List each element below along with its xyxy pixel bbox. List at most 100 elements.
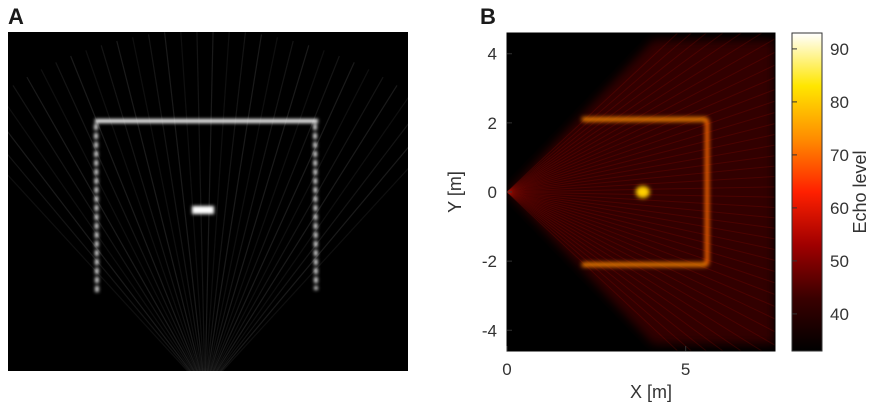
panel-b-ray — [507, 191, 763, 351]
panel-b-ray — [507, 100, 775, 193]
panel-a-ray — [116, 40, 206, 391]
panel-b-ray — [507, 133, 775, 193]
panel-a-ray — [204, 69, 370, 391]
panel-b-ray — [507, 191, 679, 351]
y-tick-label: 4 — [488, 45, 497, 64]
panel-a-ray — [204, 37, 278, 391]
panel-a-ray — [132, 37, 206, 391]
panel-a-ray — [204, 76, 384, 391]
panel-a-ray — [26, 76, 206, 391]
panel-a-ray — [204, 85, 398, 391]
colorbar: 90 80 70 60 50 40 Echo level — [791, 32, 870, 352]
panel-b-walls — [582, 117, 710, 267]
panel-a-letter: A — [8, 4, 24, 29]
panel-a-ray — [0, 165, 206, 391]
colorbar-gradient — [791, 32, 823, 352]
y-tick-label: 0 — [488, 183, 497, 202]
panel-a-right-wall — [313, 123, 318, 291]
panel-b-y-label: Y [m] — [445, 171, 465, 213]
panel-a-ray — [40, 69, 206, 391]
panel-a-ray — [204, 45, 310, 391]
panel-b-ray — [507, 186, 775, 193]
panel-a-ray — [0, 144, 206, 391]
panel-b-ray — [507, 191, 775, 308]
panel-b-ray — [507, 33, 743, 193]
y-tick-label: -2 — [482, 252, 497, 271]
panel-b-ray — [507, 88, 775, 193]
panel-b-ray — [507, 191, 743, 351]
panel-b-ray — [507, 191, 775, 320]
panel-b-letter: B — [480, 4, 496, 29]
panel-a-image — [0, 30, 449, 391]
panel-b-ray — [507, 191, 775, 219]
panel-a-ray — [85, 50, 206, 391]
x-tick-label: 0 — [502, 360, 511, 379]
panel-b-object — [635, 186, 650, 198]
panel-b-ray — [507, 144, 775, 193]
panel-a-ray — [100, 45, 206, 391]
panel-b-ray — [507, 191, 724, 351]
panel-b-ray — [507, 191, 693, 351]
colorbar-label: Echo level — [850, 150, 870, 233]
panel-b-ray — [507, 191, 775, 208]
panel-b-ray — [507, 191, 775, 251]
colorbar-tick-label: 70 — [830, 146, 849, 165]
panel-a-ray — [204, 40, 294, 391]
panel-b-ray — [507, 176, 775, 193]
panel-b-ray — [507, 191, 775, 240]
panel-a-background — [8, 32, 408, 371]
panel-a-ray — [204, 113, 437, 391]
panel-a-ray — [204, 124, 449, 391]
panel-a-left-wall — [94, 123, 99, 294]
panel-b-rays — [507, 33, 775, 351]
panel-b-ray — [507, 191, 708, 351]
panel-b-ray — [507, 33, 708, 193]
panel-a-object — [192, 206, 214, 214]
y-tick-label: -4 — [482, 321, 497, 340]
panel-a-ray — [55, 62, 206, 391]
panel-b-ray — [507, 111, 775, 193]
panel-a-walls — [94, 119, 318, 294]
panel-b-ray — [507, 33, 693, 193]
colorbar-tick-label: 60 — [830, 199, 849, 218]
panel-b-ray — [507, 191, 775, 261]
panel-b-y-ticks: 4 2 0 -2 -4 — [482, 45, 512, 340]
panel-b-ray — [507, 33, 679, 193]
panel-b-ray — [507, 191, 775, 296]
panel-a-ray — [204, 55, 340, 391]
colorbar-ticks: 90 80 70 60 50 40 — [792, 40, 849, 324]
panel-b-ray — [507, 155, 775, 193]
y-tick-label: 2 — [488, 114, 497, 133]
panel-b-ray — [507, 64, 775, 193]
panel-a-ray — [70, 55, 206, 391]
colorbar-tick-label: 50 — [830, 252, 849, 271]
panel-a-ray — [204, 34, 263, 391]
panel-b-ray — [507, 123, 775, 193]
panel-a-ray — [0, 94, 206, 391]
panel-a-ray — [204, 32, 247, 391]
panel-a-ray — [204, 30, 230, 391]
colorbar-tick-label: 90 — [830, 40, 849, 59]
colorbar-tick-label: 80 — [830, 93, 849, 112]
colorbar-tick-label: 40 — [830, 305, 849, 324]
panel-a-ray — [204, 50, 325, 391]
panel-b-ray — [507, 33, 724, 193]
panel-a-ray — [204, 62, 355, 391]
panel-b-x-label: X [m] — [630, 382, 672, 402]
panel-b-ray — [507, 191, 775, 273]
panel-a-ray — [12, 85, 206, 391]
panel-b-ray — [507, 191, 775, 229]
panel-a-ray — [147, 34, 206, 391]
panel-a-ray — [204, 94, 411, 391]
panel-b-ray — [507, 38, 775, 193]
panel-b-ray — [507, 33, 763, 193]
panel-b-ray — [507, 191, 775, 198]
x-tick-label: 5 — [681, 360, 690, 379]
panel-b-ray — [507, 165, 775, 193]
panel-a-ray — [163, 32, 206, 391]
panel-b-ray — [507, 191, 775, 284]
panel-b-ray — [507, 191, 775, 346]
